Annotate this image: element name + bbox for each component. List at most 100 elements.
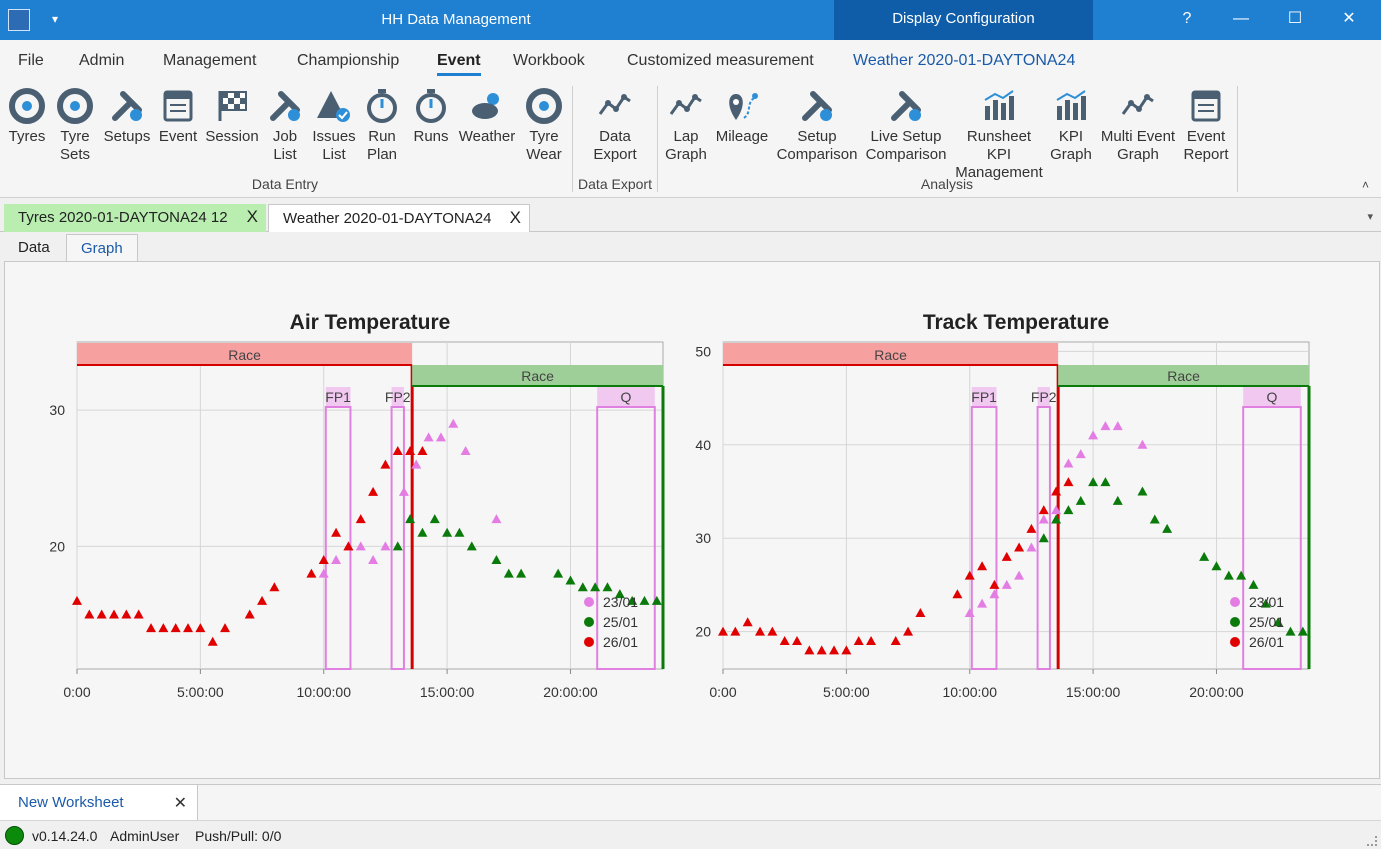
- session-label: Q: [1267, 389, 1278, 405]
- legend-marker: [584, 617, 594, 627]
- legend-label: 26/01: [1249, 634, 1284, 650]
- ribbon-data-export-button[interactable]: Data Export: [586, 88, 644, 164]
- data-point: [183, 623, 194, 633]
- data-point: [755, 626, 766, 636]
- window-title: HH Data Management: [381, 11, 531, 28]
- live-setup-comparison-icon: [888, 88, 924, 124]
- close-tab-icon[interactable]: X: [246, 207, 258, 226]
- resize-grip-icon[interactable]: [1367, 836, 1377, 846]
- menu-customized-measurement[interactable]: Customized measurement: [627, 52, 814, 69]
- minimize-button[interactable]: —: [1233, 10, 1249, 27]
- tab-graph[interactable]: Graph: [66, 234, 138, 262]
- data-point: [207, 636, 218, 646]
- data-point: [1038, 533, 1049, 543]
- ribbon-issues-list-button[interactable]: Issues List: [310, 88, 358, 164]
- ribbon-tyres-button[interactable]: Tyres: [6, 88, 48, 146]
- close-tab-icon[interactable]: X: [509, 208, 521, 227]
- ribbon-multi-event-graph-button[interactable]: Multi Event Graph: [1098, 88, 1178, 164]
- tab-tyres-document[interactable]: Tyres 2020-01-DAYTONA24 12 X: [4, 204, 266, 232]
- context-tab-display-configuration[interactable]: Display Configuration: [834, 0, 1093, 40]
- menu-management[interactable]: Management: [163, 52, 257, 69]
- data-point: [1051, 486, 1062, 496]
- legend-label: 26/01: [603, 634, 638, 650]
- data-point: [306, 568, 317, 578]
- session-label: FP2: [385, 389, 411, 405]
- legend-label: 23/01: [603, 594, 638, 610]
- legend-label: 25/01: [603, 614, 638, 630]
- legend-label: 25/01: [1249, 614, 1284, 630]
- ribbon-setups-button[interactable]: Setups: [102, 88, 152, 146]
- data-point: [1051, 514, 1062, 524]
- data-point: [1211, 561, 1222, 571]
- menu-weather-context[interactable]: Weather 2020-01-DAYTONA24: [853, 52, 1076, 69]
- data-point: [1088, 430, 1099, 440]
- data-point: [466, 541, 477, 551]
- ribbon-event-report-button[interactable]: Event Report: [1182, 88, 1230, 164]
- worksheet-tab-label: New Worksheet: [18, 794, 124, 811]
- data-point: [829, 645, 840, 655]
- ribbon-event-button[interactable]: Event: [157, 88, 199, 146]
- data-point: [392, 446, 403, 455]
- ribbon-run-plan-button[interactable]: Run Plan: [361, 88, 403, 164]
- data-point: [244, 609, 255, 619]
- ribbon-runs-button[interactable]: Runs: [410, 88, 452, 146]
- data-point: [1100, 421, 1111, 431]
- ribbon-session-button[interactable]: Session: [204, 88, 260, 146]
- event-report-icon: [1188, 88, 1224, 124]
- close-button[interactable]: ✕: [1342, 10, 1356, 27]
- ribbon-tyre-sets-button[interactable]: Tyre Sets: [54, 88, 96, 164]
- data-point: [989, 579, 1000, 589]
- menu-file[interactable]: File: [18, 52, 44, 69]
- data-point: [602, 582, 613, 592]
- data-point: [890, 635, 901, 645]
- plot-area: [722, 341, 1310, 670]
- ribbon-kpi-graph-button[interactable]: KPI Graph: [1049, 88, 1093, 164]
- session-band: [1243, 387, 1301, 407]
- quick-access-dropdown-icon[interactable]: ▾: [52, 12, 59, 26]
- data-point: [1260, 598, 1271, 608]
- tab-weather-document[interactable]: Weather 2020-01-DAYTONA24 X: [268, 204, 530, 232]
- session-band: [1058, 365, 1309, 386]
- tyre-icon: [9, 88, 45, 124]
- menu-workbook[interactable]: Workbook: [513, 52, 585, 69]
- y-tick-label: 50: [695, 343, 711, 359]
- app-logo-icon[interactable]: [8, 9, 30, 31]
- session-label: Race: [228, 347, 261, 363]
- x-tick-label: 20:00:00: [1189, 684, 1244, 700]
- ribbon-mileage-button[interactable]: Mileage: [712, 88, 772, 146]
- collapse-ribbon-icon[interactable]: ˄: [1361, 178, 1369, 192]
- tab-data[interactable]: Data: [18, 239, 50, 256]
- data-point: [853, 635, 864, 645]
- data-point: [429, 514, 440, 524]
- ribbon-tyre-wear-button[interactable]: Tyre Wear: [522, 88, 566, 164]
- session-band: [723, 343, 1059, 365]
- session-label: FP2: [1031, 389, 1057, 405]
- menu-admin[interactable]: Admin: [79, 52, 125, 69]
- data-point: [651, 595, 662, 605]
- data-point: [491, 514, 502, 524]
- chart-title: Track Temperature: [923, 311, 1109, 334]
- session-label: Race: [521, 368, 554, 384]
- data-point: [915, 607, 926, 617]
- close-worksheet-icon[interactable]: ✕: [173, 795, 187, 812]
- session-band: [971, 387, 997, 407]
- menu-event[interactable]: Event: [437, 52, 481, 76]
- menu-championship[interactable]: Championship: [297, 52, 400, 69]
- help-button[interactable]: ?: [1182, 10, 1192, 27]
- ribbon-weather-button[interactable]: Weather: [456, 88, 518, 146]
- ribbon-live-setup-comparison-button[interactable]: Live Setup Comparison: [864, 88, 948, 164]
- worksheet-tab-new[interactable]: New Worksheet ✕: [0, 785, 198, 821]
- y-tick-label: 20: [695, 624, 711, 640]
- maximize-button[interactable]: ☐: [1287, 10, 1303, 27]
- ribbon-lap-graph-button[interactable]: Lap Graph: [662, 88, 710, 164]
- x-tick-label: 0:00: [63, 684, 90, 700]
- ribbon-runsheet-kpi-management-button[interactable]: Runsheet KPI Management: [953, 88, 1045, 182]
- data-point: [639, 595, 650, 605]
- data-point: [380, 541, 391, 551]
- session-band: [325, 387, 351, 407]
- session-outline: [1036, 406, 1051, 670]
- data-point: [1112, 421, 1123, 431]
- ribbon-setup-comparison-button[interactable]: Setup Comparison: [776, 88, 858, 164]
- tab-list-dropdown-icon[interactable]: ▾: [1367, 211, 1373, 223]
- ribbon-job-list-button[interactable]: Job List: [264, 88, 306, 164]
